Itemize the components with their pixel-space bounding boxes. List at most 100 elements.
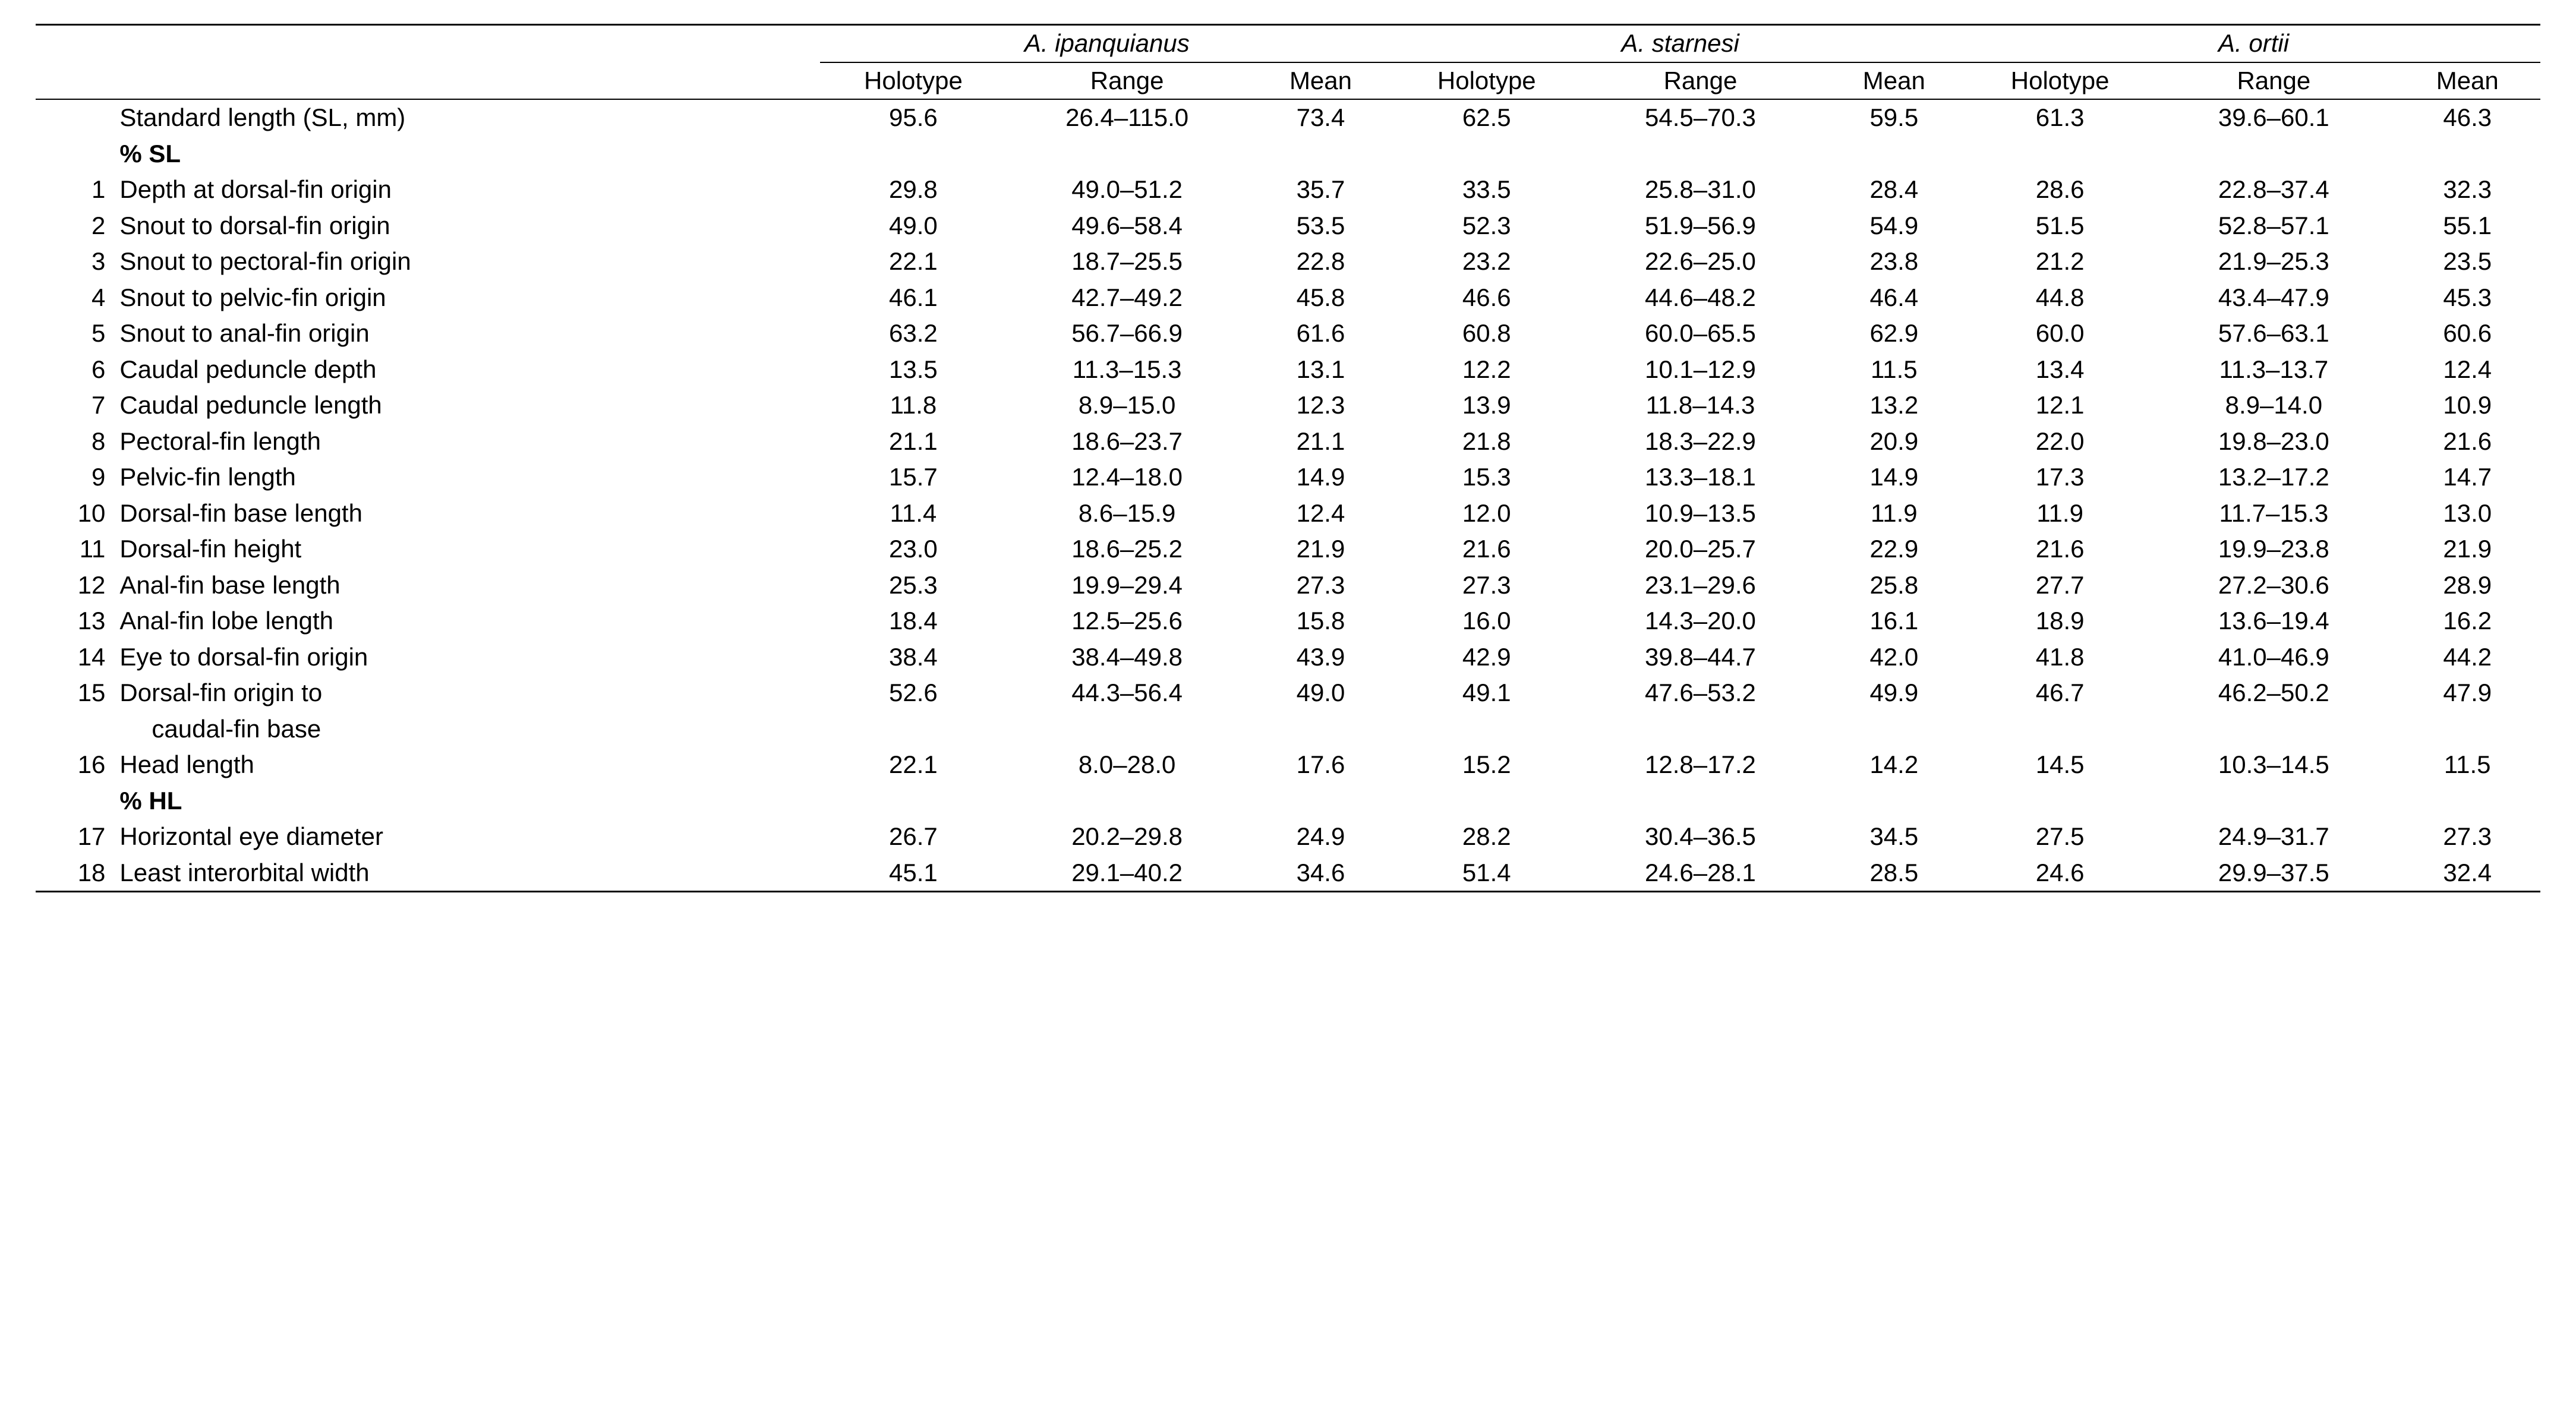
cell-value: 45.3 [2394, 280, 2540, 316]
cell-value: 44.8 [1967, 280, 2153, 316]
cell-value: 28.5 [1821, 855, 1967, 891]
cell-value: 13.6–19.4 [2153, 603, 2394, 639]
table-row-continuation: caudal-fin base [36, 711, 2540, 747]
cell-value: 19.8–23.0 [2153, 424, 2394, 460]
col-mean: Mean [1821, 62, 1967, 100]
cell-value: 26.7 [820, 819, 1006, 855]
cell-value: 49.0–51.2 [1007, 172, 1248, 208]
cell-value: 49.9 [1821, 675, 1967, 711]
cell-value: 43.9 [1248, 639, 1393, 676]
table-row: 16Head length22.18.0–28.017.615.212.8–17… [36, 747, 2540, 783]
cell-value: 21.6 [1393, 531, 1579, 567]
row-label: Depth at dorsal-fin origin [116, 172, 820, 208]
blank-cell [820, 711, 2540, 747]
cell-value: 43.4–47.9 [2153, 280, 2394, 316]
row-label: Standard length (SL, mm) [116, 99, 820, 136]
col-mean: Mean [1248, 62, 1393, 100]
cell-value: 34.6 [1248, 855, 1393, 891]
row-label: Dorsal-fin height [116, 531, 820, 567]
row-number: 8 [36, 424, 116, 460]
cell-value: 24.9–31.7 [2153, 819, 2394, 855]
cell-value: 38.4–49.8 [1007, 639, 1248, 676]
cell-value: 52.8–57.1 [2153, 208, 2394, 244]
cell-value: 28.2 [1393, 819, 1579, 855]
cell-value: 57.6–63.1 [2153, 316, 2394, 352]
cell-value: 22.8 [1248, 244, 1393, 280]
cell-value: 14.2 [1821, 747, 1967, 783]
cell-value: 17.3 [1967, 459, 2153, 496]
cell-value: 20.9 [1821, 424, 1967, 460]
table-row: 5Snout to anal-fin origin63.256.7–66.961… [36, 316, 2540, 352]
row-number: 12 [36, 567, 116, 604]
row-number: 3 [36, 244, 116, 280]
cell-value: 12.2 [1393, 352, 1579, 388]
cell-value: 60.6 [2394, 316, 2540, 352]
cell-value: 56.7–66.9 [1007, 316, 1248, 352]
cell-value: 54.9 [1821, 208, 1967, 244]
row-number [36, 99, 116, 136]
table-row: 15Dorsal-fin origin to52.644.3–56.449.04… [36, 675, 2540, 711]
cell-value: 12.4 [2394, 352, 2540, 388]
cell-value: 25.3 [820, 567, 1006, 604]
cell-value: 54.5–70.3 [1579, 99, 1821, 136]
cell-value: 10.9 [2394, 387, 2540, 424]
row-number: 15 [36, 675, 116, 711]
blank-cell [36, 136, 116, 172]
cell-value: 62.9 [1821, 316, 1967, 352]
cell-value: 14.3–20.0 [1579, 603, 1821, 639]
cell-value: 21.6 [2394, 424, 2540, 460]
cell-value: 12.3 [1248, 387, 1393, 424]
cell-value: 35.7 [1248, 172, 1393, 208]
cell-value: 24.6 [1967, 855, 2153, 891]
table-row: 14Eye to dorsal-fin origin38.438.4–49.84… [36, 639, 2540, 676]
cell-value: 44.3–56.4 [1007, 675, 1248, 711]
row-number: 7 [36, 387, 116, 424]
cell-value: 11.5 [2394, 747, 2540, 783]
cell-value: 47.6–53.2 [1579, 675, 1821, 711]
cell-value: 22.1 [820, 244, 1006, 280]
blank-cell [36, 711, 116, 747]
cell-value: 16.0 [1393, 603, 1579, 639]
cell-value: 28.9 [2394, 567, 2540, 604]
col-holotype: Holotype [1967, 62, 2153, 100]
rows-hl-body: 17Horizontal eye diameter26.720.2–29.824… [36, 819, 2540, 891]
cell-value: 34.5 [1821, 819, 1967, 855]
table-row: 3Snout to pectoral-fin origin22.118.7–25… [36, 244, 2540, 280]
cell-value: 11.7–15.3 [2153, 496, 2394, 532]
cell-value: 41.8 [1967, 639, 2153, 676]
cell-value: 12.8–17.2 [1579, 747, 1821, 783]
cell-value: 46.1 [820, 280, 1006, 316]
cell-value: 27.2–30.6 [2153, 567, 2394, 604]
table-row: 8Pectoral-fin length21.118.6–23.721.121.… [36, 424, 2540, 460]
cell-value: 60.0–65.5 [1579, 316, 1821, 352]
cell-value: 25.8 [1821, 567, 1967, 604]
row-label: Snout to dorsal-fin origin [116, 208, 820, 244]
col-range: Range [1007, 62, 1248, 100]
cell-value: 47.9 [2394, 675, 2540, 711]
row-number: 4 [36, 280, 116, 316]
cell-value: 14.9 [1248, 459, 1393, 496]
cell-value: 28.4 [1821, 172, 1967, 208]
cell-value: 11.5 [1821, 352, 1967, 388]
cell-value: 22.1 [820, 747, 1006, 783]
cell-value: 18.3–22.9 [1579, 424, 1821, 460]
cell-value: 13.4 [1967, 352, 2153, 388]
cell-value: 49.0 [820, 208, 1006, 244]
row-number: 5 [36, 316, 116, 352]
cell-value: 23.5 [2394, 244, 2540, 280]
cell-value: 15.7 [820, 459, 1006, 496]
blank-header [36, 62, 116, 100]
col-holotype: Holotype [1393, 62, 1579, 100]
row-number: 9 [36, 459, 116, 496]
cell-value: 42.0 [1821, 639, 1967, 676]
cell-value: 21.8 [1393, 424, 1579, 460]
row-number: 11 [36, 531, 116, 567]
row-label: Snout to pelvic-fin origin [116, 280, 820, 316]
table-row: 10Dorsal-fin base length11.48.6–15.912.4… [36, 496, 2540, 532]
rows-sl-body: 1Depth at dorsal-fin origin29.849.0–51.2… [36, 172, 2540, 783]
cell-value: 52.6 [820, 675, 1006, 711]
cell-value: 26.4–115.0 [1007, 99, 1248, 136]
cell-value: 45.1 [820, 855, 1006, 891]
row-label: Eye to dorsal-fin origin [116, 639, 820, 676]
cell-value: 27.3 [1248, 567, 1393, 604]
